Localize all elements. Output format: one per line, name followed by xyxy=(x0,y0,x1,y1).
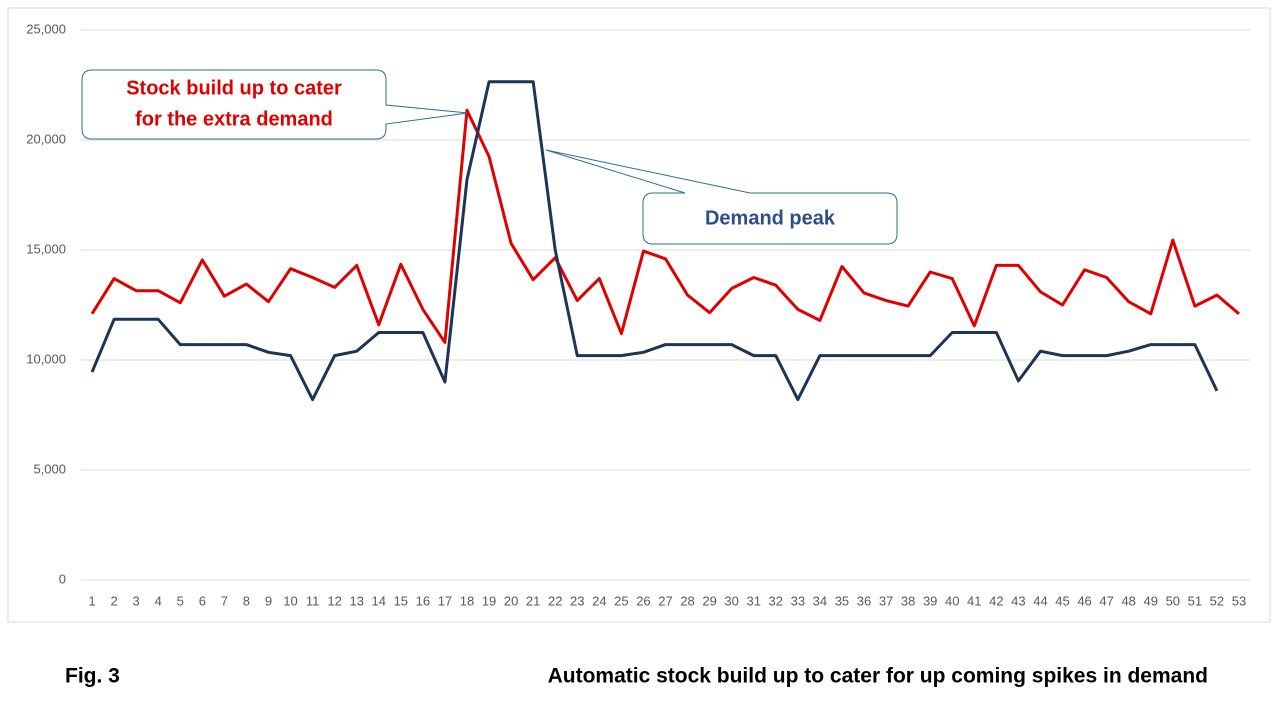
x-tick-label: 24 xyxy=(592,593,606,608)
annotation-text: Stock build up to cater xyxy=(126,77,342,99)
x-tick-label: 48 xyxy=(1121,593,1135,608)
y-tick-label: 5,000 xyxy=(33,461,66,476)
x-tick-label: 43 xyxy=(1011,593,1025,608)
callout-box xyxy=(545,149,898,245)
x-tick-label: 27 xyxy=(658,593,672,608)
x-tick-label: 17 xyxy=(438,593,452,608)
x-tick-label: 29 xyxy=(702,593,716,608)
x-tick-label: 19 xyxy=(482,593,496,608)
x-tick-label: 5 xyxy=(177,593,184,608)
figure-label: Fig. 3 xyxy=(65,665,120,688)
annotation-text: Demand peak xyxy=(705,207,836,229)
x-tick-label: 45 xyxy=(1055,593,1069,608)
y-tick-label: 10,000 xyxy=(26,351,66,366)
y-tick-label: 0 xyxy=(59,571,66,586)
x-tick-label: 8 xyxy=(243,593,250,608)
x-tick-label: 35 xyxy=(835,593,849,608)
x-tick-label: 21 xyxy=(526,593,540,608)
x-tick-label: 9 xyxy=(265,593,272,608)
series-line xyxy=(90,80,1219,402)
x-tick-label: 14 xyxy=(372,593,386,608)
x-tick-label: 3 xyxy=(133,593,140,608)
y-tick-label: 15,000 xyxy=(26,241,66,256)
x-tick-label: 28 xyxy=(680,593,694,608)
x-tick-label: 12 xyxy=(327,593,341,608)
callout-demand: Demand peak xyxy=(545,149,898,245)
x-tick-label: 47 xyxy=(1099,593,1113,608)
x-tick-label: 18 xyxy=(460,593,474,608)
x-tick-label: 40 xyxy=(945,593,959,608)
x-tick-label: 34 xyxy=(813,593,827,608)
x-tick-label: 39 xyxy=(923,593,937,608)
x-tick-label: 44 xyxy=(1033,593,1047,608)
x-tick-label: 23 xyxy=(570,593,584,608)
x-tick-label: 16 xyxy=(416,593,430,608)
y-tick-label: 20,000 xyxy=(26,131,66,146)
x-tick-label: 25 xyxy=(614,593,628,608)
x-tick-label: 11 xyxy=(306,593,320,608)
x-tick-label: 52 xyxy=(1210,593,1224,608)
x-tick-label: 2 xyxy=(110,593,117,608)
y-tick-label: 25,000 xyxy=(26,21,66,36)
annotation-text: for the extra demand xyxy=(135,108,333,130)
x-tick-label: 51 xyxy=(1188,593,1202,608)
caption: Automatic stock build up to cater for up… xyxy=(548,665,1208,688)
x-tick-label: 15 xyxy=(394,593,408,608)
x-tick-label: 20 xyxy=(504,593,518,608)
x-tick-label: 33 xyxy=(791,593,805,608)
x-tick-label: 32 xyxy=(769,593,783,608)
x-tick-label: 4 xyxy=(155,593,162,608)
x-tick-label: 10 xyxy=(283,593,297,608)
x-tick-label: 42 xyxy=(989,593,1003,608)
callout-stock: Stock build up to cater for the extra de… xyxy=(81,69,469,140)
x-tick-label: 50 xyxy=(1166,593,1180,608)
x-tick-label: 30 xyxy=(724,593,738,608)
x-tick-label: 13 xyxy=(349,593,363,608)
x-tick-label: 49 xyxy=(1144,593,1158,608)
x-tick-label: 53 xyxy=(1232,593,1246,608)
x-tick-label: 46 xyxy=(1077,593,1091,608)
x-tick-label: 37 xyxy=(879,593,893,608)
callout-box xyxy=(81,69,469,140)
x-tick-label: 1 xyxy=(88,593,95,608)
x-tick-label: 6 xyxy=(199,593,206,608)
x-tick-label: 38 xyxy=(901,593,915,608)
series-line xyxy=(90,108,1240,344)
x-tick-label: 26 xyxy=(636,593,650,608)
x-tick-label: 41 xyxy=(967,593,981,608)
x-tick-label: 22 xyxy=(548,593,562,608)
x-tick-label: 31 xyxy=(746,593,760,608)
x-tick-label: 36 xyxy=(857,593,871,608)
x-tick-label: 7 xyxy=(221,593,228,608)
